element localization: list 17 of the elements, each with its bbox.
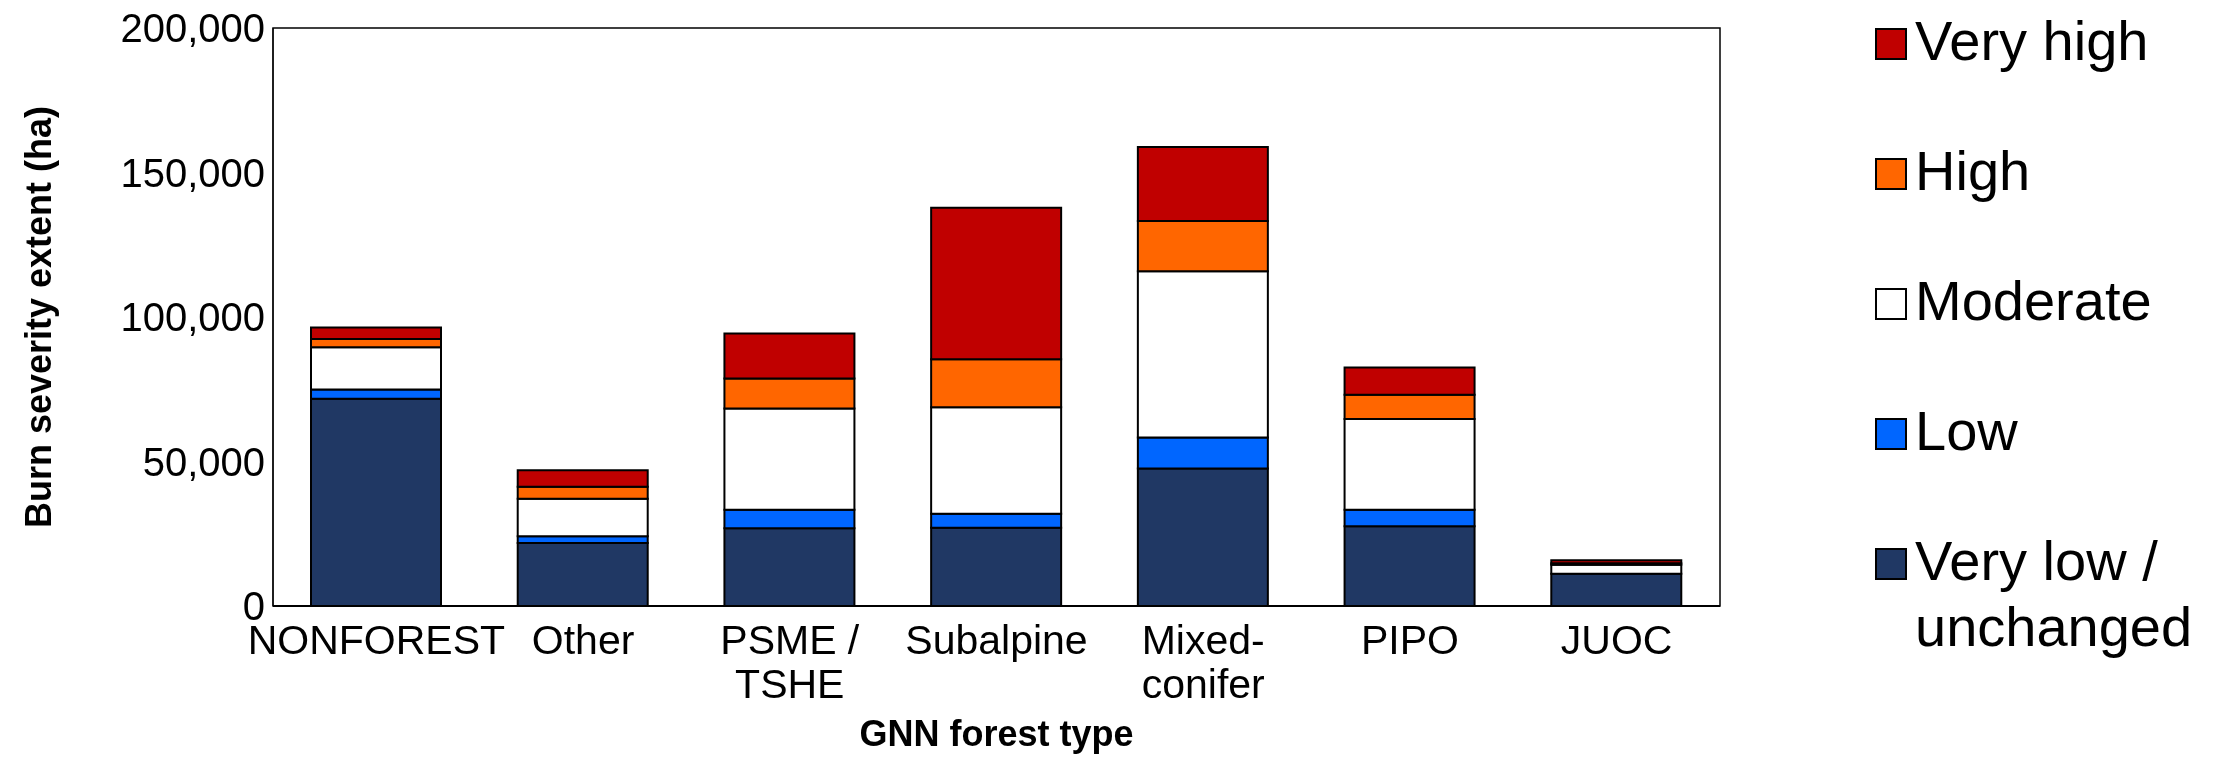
y-tick-label: 150,000	[120, 150, 265, 195]
legend-label: Very high	[1915, 8, 2150, 74]
x-tick-label: Subalpine	[905, 617, 1088, 663]
y-axis-title: Burn severity extent (ha)	[17, 105, 59, 529]
x-axis-title: GNN forest type	[859, 713, 1134, 754]
x-tick-label: PSME / TSHE	[720, 617, 860, 707]
x-tick-label: PIPO	[1360, 617, 1459, 663]
legend-label: High	[1915, 138, 2032, 204]
x-tick-label: JUOC	[1560, 617, 1673, 663]
y-tick-label: 50,000	[142, 439, 265, 484]
legend-label: Moderate	[1915, 268, 2153, 334]
x-tick-label: Mixed-conifer	[1141, 617, 1265, 707]
y-tick-label: 200,000	[120, 6, 265, 51]
legend-label: Very low / unchanged	[1915, 528, 2194, 660]
x-tick-label: Other	[531, 617, 635, 663]
legend-label: Low	[1915, 398, 2019, 464]
y-tick-label: 100,000	[120, 295, 265, 340]
